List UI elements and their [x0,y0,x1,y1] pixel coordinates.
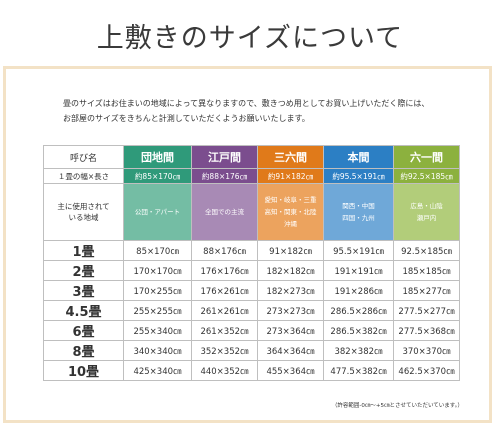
tatami-size-table: 呼び名 団地間 江戸間 三六間 本間 六一間 １畳の幅×長さ 約85×170㎝ … [43,145,460,381]
table-row: 2畳 170×170㎝ 176×176㎝ 182×182㎝ 191×191㎝ 185×18… [43,260,460,281]
size-cell: 85×170㎝ [123,240,192,261]
region-text: 高知・関東・北陸 [264,208,317,216]
size-cell: 286.5×382㎝ [323,320,394,341]
table-row: 1畳 85×170㎝ 88×176㎝ 91×182㎝ 95.5×191㎝ 92.5×185… [43,240,460,261]
tatami-count: 4.5畳 [43,300,124,321]
size-cell: 455×364㎝ [257,360,324,381]
region-row: 主に使用されて いる地域 公団・アパート 全国での主流 愛知・岐阜・三重 高知・… [43,183,460,241]
region-text: 四国・九州 [342,214,375,222]
region-sanrokuma: 愛知・岐阜・三重 高知・関東・北陸 沖縄 [257,183,324,241]
dim-sanrokuma: 約91×182㎝ [257,168,324,184]
table-row: 3畳 170×255㎝ 176×261㎝ 182×273㎝ 191×286㎝ 185×27… [43,280,460,301]
size-cell: 182×182㎝ [257,260,324,281]
tatami-count: 10畳 [43,360,124,381]
region-text: 公団・アパート [134,208,181,216]
region-label-line: 主に使用されて [57,202,110,211]
dimension-label: １畳の幅×長さ [43,168,124,184]
region-text: 愛知・岐阜・三重 [264,196,317,204]
tatami-count: 1畳 [43,240,124,261]
table-row: 10畳 425×340㎝ 440×352㎝ 455×364㎝ 477.5×382㎝ 462… [43,360,460,381]
size-cell: 425×340㎝ [123,360,192,381]
header-corner: 呼び名 [43,145,124,169]
size-cell: 191×286㎝ [323,280,394,301]
size-cell: 286.5×286㎝ [323,300,394,321]
size-cell: 88×176㎝ [191,240,258,261]
size-cell: 170×255㎝ [123,280,192,301]
size-cell: 170×170㎝ [123,260,192,281]
tatami-count: 3畳 [43,280,124,301]
size-cell: 364×364㎝ [257,340,324,361]
intro-line: お部屋のサイズをきちんと計測していただくようお願いいたします。 [63,114,310,123]
header-danchima: 団地間 [123,145,192,169]
page-title: 上敷きのサイズについて [96,23,404,54]
size-cell: 477.5×382㎝ [323,360,394,381]
size-cell: 382×382㎝ [323,340,394,361]
size-cell: 191×191㎝ [323,260,394,281]
size-cell: 185×277㎝ [393,280,460,301]
size-cell: 261×261㎝ [191,300,258,321]
size-cell: 370×370㎝ [393,340,460,361]
size-cell: 185×185㎝ [393,260,460,281]
region-label-line: いる地域 [68,213,99,222]
dim-rokuichima: 約92.5×185㎝ [393,168,460,184]
size-cell: 261×352㎝ [191,320,258,341]
region-text: 全国での主流 [205,208,244,216]
header-row: 呼び名 団地間 江戸間 三六間 本間 六一間 [43,145,460,169]
region-danchima: 公団・アパート [123,183,192,241]
region-honma: 関西・中国 四国・九州 [323,183,394,241]
region-edoma: 全国での主流 [191,183,258,241]
header-rokuichima: 六一間 [393,145,460,169]
size-cell: 182×273㎝ [257,280,324,301]
size-cell: 440×352㎝ [191,360,258,381]
header-honma: 本間 [323,145,394,169]
size-cell: 277.5×277㎝ [393,300,460,321]
tolerance-note: （許容範囲-0㎝～+5㎝とさせていただいています。） [331,403,463,409]
header-sanrokuma: 三六間 [257,145,324,169]
dim-honma: 約95.5×191㎝ [323,168,394,184]
size-cell: 255×255㎝ [123,300,192,321]
size-cell: 92.5×185㎝ [393,240,460,261]
region-label: 主に使用されて いる地域 [43,183,124,241]
size-cell: 255×340㎝ [123,320,192,341]
region-rokuichima: 広島・山陰 瀬戸内 [393,183,460,241]
size-cell: 95.5×191㎝ [323,240,394,261]
size-cell: 340×340㎝ [123,340,192,361]
dimension-row: １畳の幅×長さ 約85×170㎝ 約88×176㎝ 約91×182㎝ 約95.5… [43,168,460,184]
tatami-count: 6畳 [43,320,124,341]
size-cell: 273×364㎝ [257,320,324,341]
region-text: 広島・山陰 [410,202,443,210]
size-cell: 462.5×370㎝ [393,360,460,381]
table-row: 4.5畳 255×255㎝ 261×261㎝ 273×273㎝ 286.5×286㎝ 27… [43,300,460,321]
size-cell: 277.5×368㎝ [393,320,460,341]
region-text: 沖縄 [284,220,297,228]
dim-edoma: 約88×176㎝ [191,168,258,184]
size-cell: 176×261㎝ [191,280,258,301]
header-edoma: 江戸間 [191,145,258,169]
region-text: 瀬戸内 [416,214,437,222]
intro-line: 畳のサイズはお住まいの地域によって異なりますので、敷きつめ用としてお買い上げいた… [63,99,430,108]
size-cell: 176×176㎝ [191,260,258,281]
intro-text: 畳のサイズはお住まいの地域によって異なりますので、敷きつめ用としてお買い上げいた… [63,96,463,126]
tatami-count: 8畳 [43,340,124,361]
dim-danchima: 約85×170㎝ [123,168,192,184]
table-row: 6畳 255×340㎝ 261×352㎝ 273×364㎝ 286.5×382㎝ 277.… [43,320,460,341]
size-cell: 91×182㎝ [257,240,324,261]
size-cell: 352×352㎝ [191,340,258,361]
size-cell: 273×273㎝ [257,300,324,321]
table-row: 8畳 340×340㎝ 352×352㎝ 364×364㎝ 382×382㎝ 370×37… [43,340,460,361]
tatami-count: 2畳 [43,260,124,281]
region-text: 関西・中国 [342,202,375,210]
